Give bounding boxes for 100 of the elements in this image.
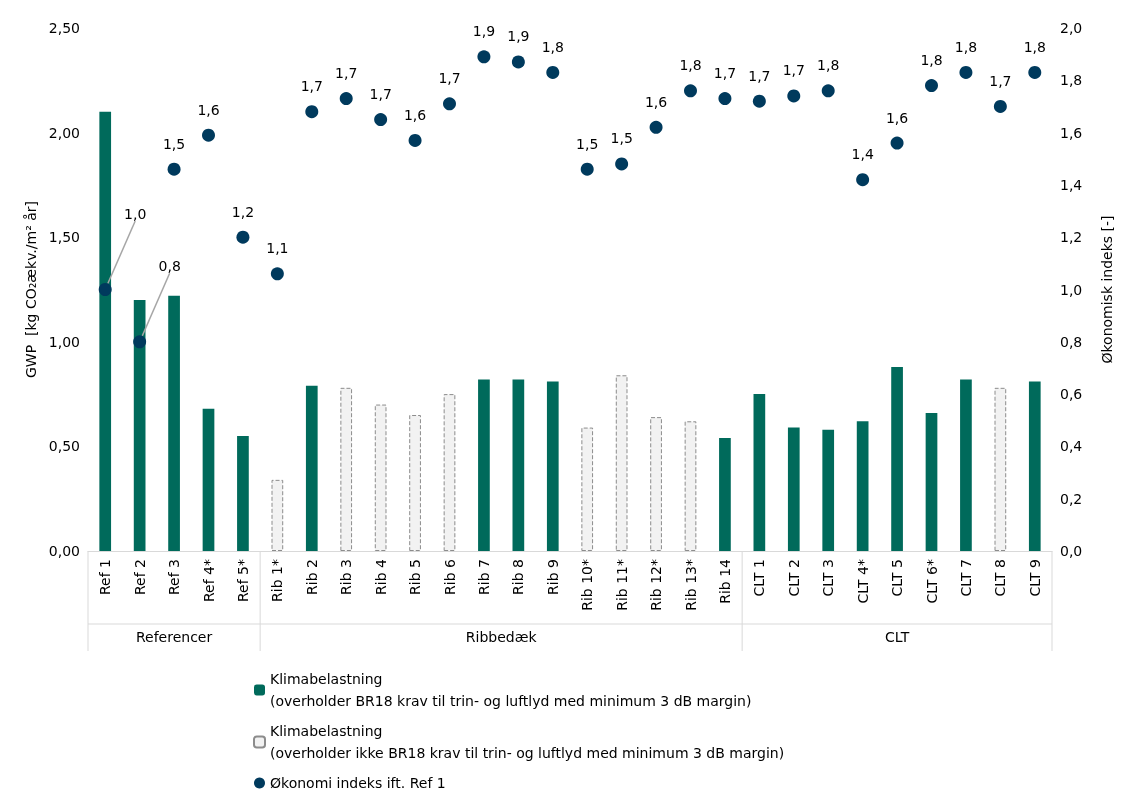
data-label: 1,9 (507, 28, 530, 45)
bar (994, 387, 1007, 551)
y2-tick-label: 1,4 (1060, 176, 1083, 193)
point (993, 99, 1007, 113)
bar (1028, 381, 1041, 551)
data-label: 1,6 (644, 93, 668, 110)
text: Referencer (135, 629, 213, 645)
data-label: 1,8 (954, 38, 978, 55)
bar (202, 408, 215, 551)
y2-tick-label: 0,2 (1060, 490, 1083, 507)
bar (822, 429, 835, 551)
bar (512, 379, 525, 551)
x-tick-label: CLT 8 (992, 559, 1009, 597)
data-label: 1,5 (610, 130, 633, 147)
point (339, 92, 353, 106)
bar (719, 438, 731, 551)
y2-axis-title: Økonomisk indeks [-] (1099, 215, 1115, 364)
data-label: 1,7 (989, 72, 1012, 89)
x-tick-label: Rib 11* (613, 559, 630, 611)
point (890, 136, 904, 150)
data-label: 0,8 (158, 258, 181, 275)
x-tick-label: Rib 10* (579, 559, 596, 611)
x-tick-label: Rib 1* (269, 559, 286, 602)
data-label: 1,7 (713, 65, 737, 82)
x-tick-label: Ref 2 (131, 559, 148, 595)
y-tick-label: 0,50 (48, 438, 80, 455)
data-label: 1,0 (124, 206, 147, 222)
x-tick-label: Rib 12* (648, 559, 665, 611)
bar (237, 435, 249, 551)
point (477, 50, 491, 64)
y2-tick-label: 1,8 (1060, 72, 1083, 89)
data-label: 1,7 (748, 67, 771, 84)
bar (340, 387, 353, 551)
bar (478, 379, 490, 551)
point (856, 173, 870, 187)
point (1028, 65, 1042, 79)
y2-tick-label: 0,0 (1060, 543, 1083, 559)
bar (99, 111, 112, 551)
x-tick-label: Rib 5 (407, 559, 424, 595)
bar (615, 375, 628, 551)
x-tick-label: Ref 4* (200, 559, 217, 602)
y2-tick-label: 1,0 (1060, 281, 1083, 298)
point (787, 89, 801, 103)
y2-tick-label: 0,6 (1060, 386, 1083, 403)
data-label: 1,6 (197, 101, 220, 118)
legend-label: Klimabelastning (overholder ikke BR18 krav til trin- og luftlyd med minimum 3 dB margin) (270, 723, 785, 761)
point (408, 133, 422, 147)
data-label: 1,8 (679, 57, 702, 74)
y2-tick-label: 1,2 (1060, 229, 1083, 246)
data-label: 1,8 (920, 52, 943, 69)
x-tick-label: CLT 2 (785, 559, 802, 597)
point (133, 335, 147, 349)
legend-label: Økonomi indeks ift. Ref 1 (270, 775, 446, 791)
x-tick-label: Ref 5* (234, 559, 251, 602)
data-label: 1,9 (472, 23, 496, 40)
x-tick-label: Rib 14 (716, 558, 733, 604)
y-tick-label: 2,50 (48, 20, 80, 36)
text: CLT (884, 629, 910, 645)
bar (960, 379, 972, 551)
bar (271, 479, 284, 551)
data-label: 1,1 (266, 240, 289, 257)
x-tick-label: Rib 7 (475, 559, 492, 595)
x-tick-label: CLT 6* (923, 559, 940, 604)
data-label: 1,6 (403, 106, 427, 123)
y-tick-label: 1,00 (48, 333, 80, 350)
data-label: 1,7 (300, 78, 323, 95)
data-label: 1,8 (1023, 38, 1046, 55)
data-label: 1,4 (851, 146, 874, 163)
x-tick-label: CLT 4* (854, 559, 871, 604)
point (202, 128, 215, 142)
x-tick-label: CLT 9 (1026, 559, 1043, 597)
point (511, 55, 525, 69)
point (580, 162, 594, 176)
point (821, 84, 835, 98)
point (374, 113, 388, 127)
x-tick-label: Ref 3 (166, 559, 183, 595)
data-label: 1,7 (438, 70, 461, 87)
point (270, 267, 284, 281)
bar (650, 417, 662, 551)
x-tick-label: Rib 3 (338, 559, 355, 595)
y-axis-title: GWP [kg CO₂ækv./m² år] (22, 200, 39, 379)
y-tick-label: 1,50 (48, 229, 80, 246)
data-label: 1,6 (885, 109, 909, 126)
data-label: 1,7 (335, 65, 358, 82)
bar (787, 427, 800, 551)
data-label: 1,7 (782, 62, 805, 79)
data-label: 1,5 (576, 135, 599, 152)
x-tick-label: CLT 1 (751, 559, 768, 597)
x-tick-label: Rib 8 (510, 559, 527, 595)
bar (409, 415, 421, 551)
point (167, 162, 181, 176)
point (236, 230, 250, 244)
x-tick-label: Rib 13* (682, 559, 699, 611)
bar (443, 394, 456, 551)
y2-tick-label: 0,4 (1060, 438, 1083, 455)
point (305, 105, 319, 119)
data-label: 1,8 (541, 38, 564, 55)
point (546, 65, 560, 79)
bar (891, 366, 903, 551)
y2-tick-label: 0,8 (1060, 333, 1083, 350)
